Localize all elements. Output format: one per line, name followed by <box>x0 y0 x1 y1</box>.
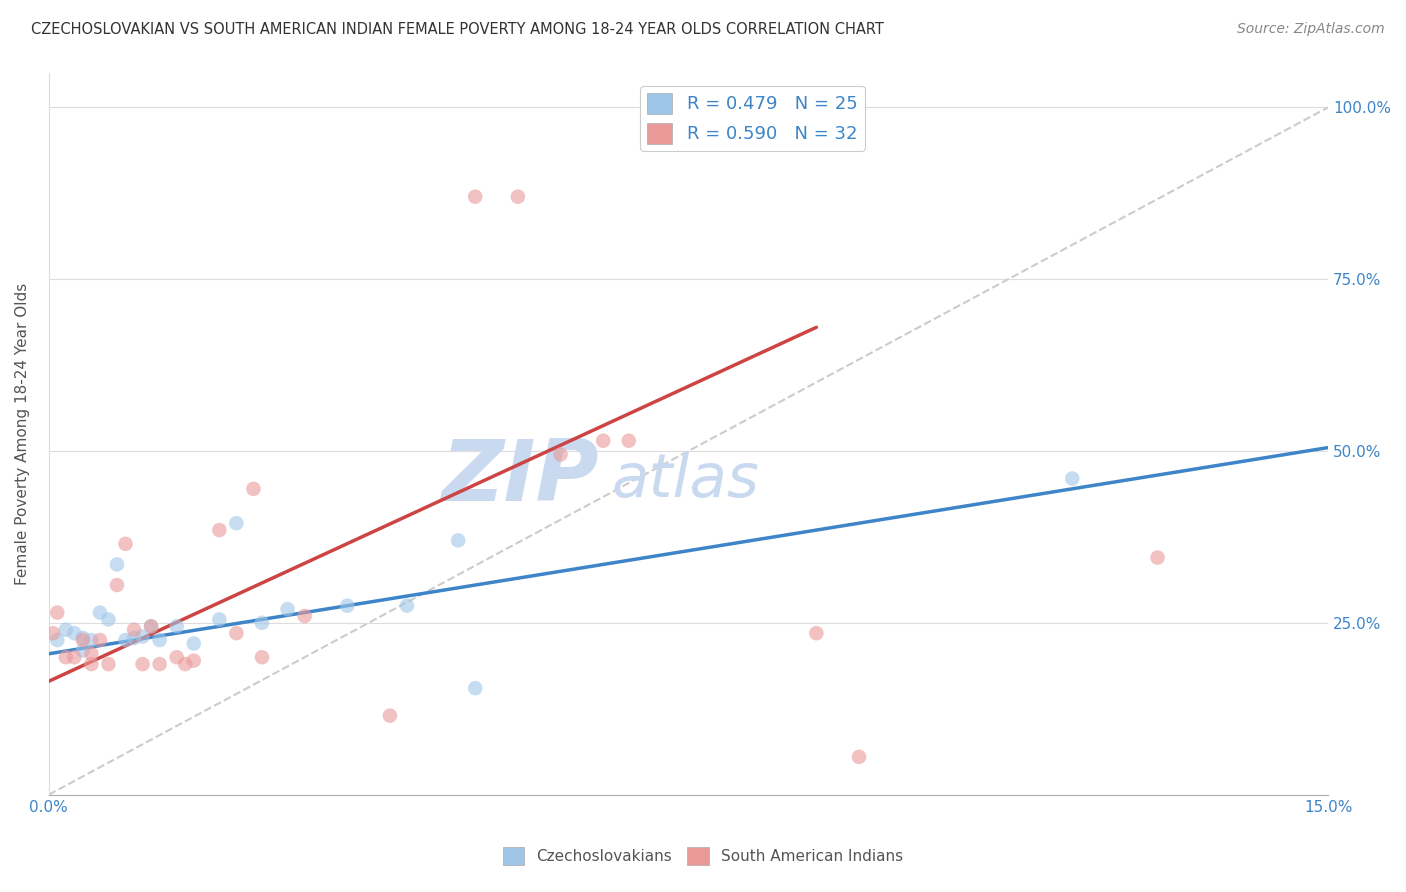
Point <box>131 630 153 644</box>
Y-axis label: Female Poverty Among 18-24 Year Olds: Female Poverty Among 18-24 Year Olds <box>15 283 30 585</box>
Point <box>72 631 94 645</box>
Point <box>97 612 120 626</box>
Point <box>848 750 870 764</box>
Point <box>250 650 273 665</box>
Point <box>166 650 188 665</box>
Point <box>42 626 65 640</box>
Point <box>63 650 86 665</box>
Point <box>72 633 94 648</box>
Point <box>208 612 231 626</box>
Point <box>80 647 103 661</box>
Point <box>294 609 316 624</box>
Point <box>63 626 86 640</box>
Point <box>464 681 486 695</box>
Point <box>149 657 172 672</box>
Point <box>242 482 264 496</box>
Point <box>46 606 69 620</box>
Point <box>139 619 162 633</box>
Point <box>89 633 111 648</box>
Point <box>592 434 614 448</box>
Point <box>72 643 94 657</box>
Point <box>55 623 77 637</box>
Point <box>183 654 205 668</box>
Point <box>806 626 828 640</box>
Legend: R = 0.479   N = 25, R = 0.590   N = 32: R = 0.479 N = 25, R = 0.590 N = 32 <box>640 86 865 151</box>
Point <box>131 657 153 672</box>
Point <box>447 533 470 548</box>
Point <box>114 633 136 648</box>
Point <box>114 537 136 551</box>
Point <box>55 650 77 665</box>
Point <box>80 633 103 648</box>
Point <box>550 447 572 461</box>
Text: ZIP: ZIP <box>441 435 599 518</box>
Point <box>97 657 120 672</box>
Point <box>1146 550 1168 565</box>
Point <box>617 434 640 448</box>
Point <box>336 599 359 613</box>
Text: Source: ZipAtlas.com: Source: ZipAtlas.com <box>1237 22 1385 37</box>
Text: CZECHOSLOVAKIAN VS SOUTH AMERICAN INDIAN FEMALE POVERTY AMONG 18-24 YEAR OLDS CO: CZECHOSLOVAKIAN VS SOUTH AMERICAN INDIAN… <box>31 22 884 37</box>
Point <box>166 619 188 633</box>
Point <box>105 578 128 592</box>
Point <box>208 523 231 537</box>
Point <box>80 657 103 672</box>
Point <box>149 633 172 648</box>
Point <box>174 657 197 672</box>
Point <box>464 190 486 204</box>
Point <box>378 708 401 723</box>
Point <box>395 599 418 613</box>
Point <box>122 631 145 645</box>
Point <box>122 623 145 637</box>
Point <box>139 619 162 633</box>
Point <box>225 626 247 640</box>
Point <box>89 606 111 620</box>
Point <box>46 633 69 648</box>
Legend: Czechoslovakians, South American Indians: Czechoslovakians, South American Indians <box>496 841 910 871</box>
Point <box>1062 471 1084 485</box>
Point <box>506 190 529 204</box>
Point <box>183 636 205 650</box>
Point <box>250 615 273 630</box>
Point <box>105 558 128 572</box>
Text: atlas: atlas <box>612 451 759 510</box>
Point <box>277 602 299 616</box>
Point <box>225 516 247 531</box>
